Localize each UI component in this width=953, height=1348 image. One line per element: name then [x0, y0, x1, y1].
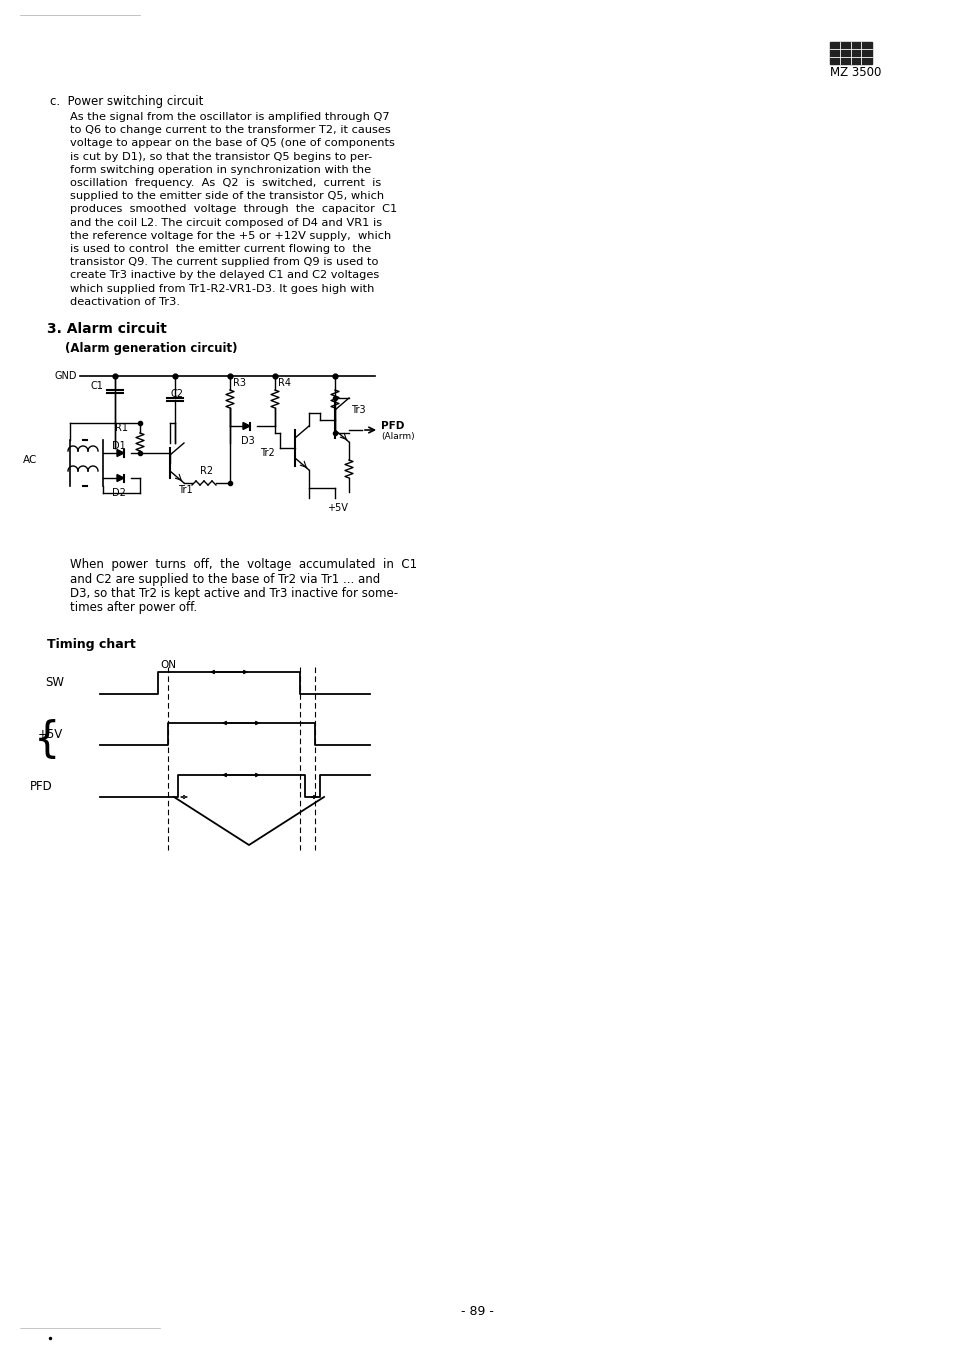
- Text: to Q6 to change current to the transformer T2, it causes: to Q6 to change current to the transform…: [70, 125, 391, 135]
- Text: R4: R4: [277, 377, 291, 388]
- Text: transistor Q9. The current supplied from Q9 is used to: transistor Q9. The current supplied from…: [70, 257, 378, 267]
- Bar: [829, 42, 871, 63]
- Polygon shape: [117, 449, 124, 457]
- Polygon shape: [243, 422, 250, 430]
- Text: oscillation  frequency.  As  Q2  is  switched,  current  is: oscillation frequency. As Q2 is switched…: [70, 178, 381, 187]
- Text: When  power  turns  off,  the  voltage  accumulated  in  C1: When power turns off, the voltage accumu…: [70, 558, 416, 572]
- Text: 3. Alarm circuit: 3. Alarm circuit: [47, 322, 167, 336]
- Text: C2: C2: [171, 390, 184, 399]
- Text: PFD: PFD: [380, 421, 404, 431]
- Text: ON: ON: [160, 661, 175, 670]
- Text: +5V: +5V: [327, 503, 348, 514]
- Text: voltage to appear on the base of Q5 (one of components: voltage to appear on the base of Q5 (one…: [70, 139, 395, 148]
- Text: +5V: +5V: [38, 728, 63, 740]
- Text: Tr3: Tr3: [351, 404, 365, 415]
- Text: (Alarm): (Alarm): [380, 431, 415, 441]
- Text: D2: D2: [112, 488, 126, 497]
- Text: produces  smoothed  voltage  through  the  capacitor  C1: produces smoothed voltage through the ca…: [70, 205, 396, 214]
- Text: Tr2: Tr2: [260, 448, 274, 458]
- Text: Timing chart: Timing chart: [47, 638, 135, 651]
- Text: create Tr3 inactive by the delayed C1 and C2 voltages: create Tr3 inactive by the delayed C1 an…: [70, 271, 379, 280]
- Text: (Alarm generation circuit): (Alarm generation circuit): [65, 342, 237, 355]
- Text: which supplied from Tr1-R2-VR1-D3. It goes high with: which supplied from Tr1-R2-VR1-D3. It go…: [70, 283, 374, 294]
- Text: MZ 3500: MZ 3500: [829, 66, 881, 80]
- Text: form switching operation in synchronization with the: form switching operation in synchronizat…: [70, 164, 371, 175]
- Text: - 89 -: - 89 -: [460, 1305, 493, 1318]
- Text: D3, so that Tr2 is kept active and Tr3 inactive for some-: D3, so that Tr2 is kept active and Tr3 i…: [70, 586, 397, 600]
- Text: the reference voltage for the +5 or +12V supply,  which: the reference voltage for the +5 or +12V…: [70, 231, 391, 241]
- Text: deactivation of Tr3.: deactivation of Tr3.: [70, 297, 180, 307]
- Text: is used to control  the emitter current flowing to  the: is used to control the emitter current f…: [70, 244, 371, 253]
- Text: C1: C1: [90, 381, 103, 391]
- Text: times after power off.: times after power off.: [70, 601, 197, 615]
- Text: supplied to the emitter side of the transistor Q5, which: supplied to the emitter side of the tran…: [70, 191, 384, 201]
- Text: and C2 are supplied to the base of Tr2 via Tr1 ... and: and C2 are supplied to the base of Tr2 v…: [70, 573, 380, 585]
- Text: As the signal from the oscillator is amplified through Q7: As the signal from the oscillator is amp…: [70, 112, 389, 123]
- Text: Tr1: Tr1: [178, 485, 193, 495]
- Text: R2: R2: [200, 466, 213, 476]
- Text: R3: R3: [233, 377, 246, 388]
- Text: R1: R1: [115, 423, 128, 433]
- Text: {: {: [33, 718, 60, 762]
- Text: PFD: PFD: [30, 779, 52, 793]
- Polygon shape: [117, 474, 124, 481]
- Text: SW: SW: [45, 677, 64, 689]
- Text: c.  Power switching circuit: c. Power switching circuit: [50, 94, 203, 108]
- Text: is cut by D1), so that the transistor Q5 begins to per-: is cut by D1), so that the transistor Q5…: [70, 151, 372, 162]
- Text: GND: GND: [55, 371, 77, 381]
- Text: D3: D3: [241, 435, 254, 446]
- Text: AC: AC: [23, 456, 37, 465]
- Text: D1: D1: [112, 441, 126, 452]
- Text: and the coil L2. The circuit composed of D4 and VR1 is: and the coil L2. The circuit composed of…: [70, 217, 382, 228]
